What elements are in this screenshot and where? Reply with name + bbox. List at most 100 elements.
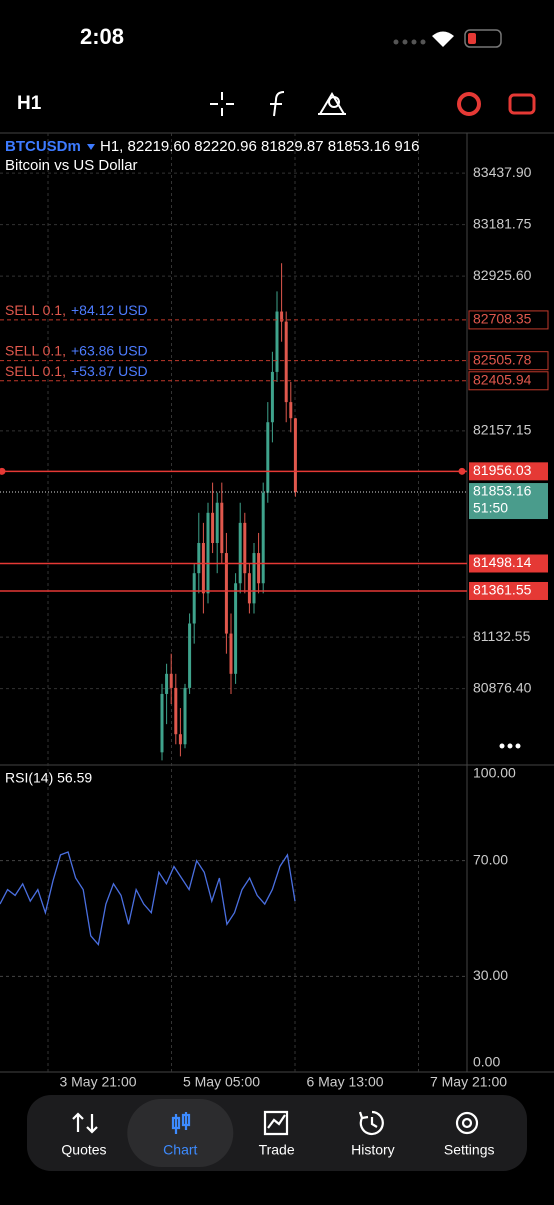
candle-body [211, 512, 215, 543]
candle-body [192, 573, 196, 624]
level-price-box [469, 581, 548, 600]
y-tick-label: 82157.15 [473, 422, 532, 438]
candle-body [252, 553, 256, 604]
y-tick-label: 83437.90 [473, 164, 532, 180]
candle-body [289, 402, 293, 419]
order-label: SELL 0.1, +63.86 USD [5, 342, 148, 358]
level-handle [458, 467, 466, 475]
candle-body [270, 371, 274, 423]
bar-timer: 51:50 [473, 500, 508, 516]
nav-icon [455, 1111, 479, 1135]
nav-active-pill [127, 1099, 234, 1167]
order-price-label: 82505.78 [473, 351, 532, 367]
candle-body [224, 553, 228, 634]
y-tick-label: 81132.55 [473, 628, 531, 644]
symbol-description: Bitcoin vs US Dollar [5, 157, 138, 174]
nav-icon [358, 1110, 384, 1136]
order-profit: +53.87 USD [71, 362, 148, 378]
rsi-tick-label: 70.00 [473, 851, 508, 867]
candle-body [284, 321, 288, 403]
nav-item[interactable]: History [351, 1110, 395, 1158]
candle-body [183, 687, 187, 745]
more-dots[interactable] [499, 743, 521, 749]
status-icons [393, 29, 502, 48]
order-price-label: 82405.94 [473, 371, 532, 387]
candle-body [275, 311, 279, 372]
candle-body [165, 673, 169, 694]
candle-body [160, 693, 164, 753]
symbol[interactable]: BTCUSDm [5, 138, 81, 155]
nav-icon [72, 1112, 98, 1134]
level-handle [0, 467, 6, 475]
candle-body [261, 492, 265, 584]
nav-items: Quotes Chart Trade History Settings [61, 1099, 494, 1167]
candle-body [229, 633, 233, 674]
x-tick-label: 6 May 13:00 [306, 1074, 383, 1090]
nav-label: History [351, 1142, 395, 1158]
level-price-label: 81956.03 [473, 462, 532, 478]
order-price-label: 82708.35 [473, 311, 532, 327]
candle-body [169, 673, 173, 688]
nav-label: Settings [444, 1142, 495, 1158]
candle-body [174, 687, 178, 735]
candle-body [234, 583, 238, 674]
rsi-title: RSI(14) 56.59 [5, 770, 92, 786]
candle-body [243, 522, 247, 574]
chart-area: 3 May 21:00 5 May 05:00 6 May 13:00 7 May 2… [0, 132, 554, 1090]
order-price-box [468, 351, 549, 371]
order-price-box [468, 310, 549, 330]
candle-body [220, 502, 224, 554]
nav-label: Chart [163, 1142, 197, 1158]
candle-body [280, 311, 284, 322]
candle-body [266, 422, 270, 493]
candle-body [257, 553, 261, 584]
nav-item[interactable]: Settings [444, 1111, 495, 1158]
candle-body [247, 573, 251, 604]
candle-body [215, 502, 219, 543]
order-side: SELL 0.1, [5, 362, 66, 378]
level-price-label: 81498.14 [473, 554, 532, 570]
candle-body [178, 734, 182, 745]
candle-body [238, 522, 242, 584]
x-tick-label: 3 May 21:00 [59, 1074, 136, 1090]
current-price-box [469, 483, 548, 520]
order-side: SELL 0.1, [5, 302, 66, 318]
toolbar-icons[interactable] [210, 91, 536, 117]
rsi-tick-label: 0.00 [473, 1054, 500, 1070]
level-price-box [469, 554, 548, 573]
order-price-box [468, 371, 549, 391]
x-tick-label: 7 May 21:00 [430, 1074, 507, 1090]
rsi-tick-label: 100.00 [473, 765, 516, 781]
nav-item[interactable]: Trade [259, 1110, 295, 1158]
rsi-tick-label: 30.00 [473, 967, 508, 983]
order-label: SELL 0.1, +53.87 USD [5, 362, 148, 378]
nav-icon [171, 1112, 191, 1134]
order-profit: +84.12 USD [71, 302, 148, 318]
symbol-caret[interactable] [87, 144, 95, 150]
ohlc-header: H1, 82219.60 82220.96 81829.87 81853.16 … [100, 138, 419, 155]
nav-label: Quotes [61, 1142, 106, 1158]
order-profit: +63.86 USD [71, 342, 148, 358]
nav-label: Trade [259, 1142, 295, 1158]
level-price-box [469, 462, 548, 481]
order-side: SELL 0.1, [5, 342, 66, 358]
candle-body [293, 418, 297, 493]
nav-item[interactable]: Chart [127, 1099, 234, 1167]
x-tick-label: 5 May 05:00 [183, 1074, 260, 1090]
level-price-label: 81361.55 [473, 582, 532, 598]
timeframe[interactable]: H1 [17, 93, 42, 114]
y-tick-label: 80876.40 [473, 679, 532, 695]
current-price-label: 81853.16 [473, 483, 532, 499]
candle-body [206, 512, 210, 594]
candle-body [188, 623, 192, 688]
nav-item[interactable]: Quotes [61, 1112, 107, 1158]
y-tick-label: 82925.60 [473, 267, 532, 283]
candle-body [197, 542, 201, 574]
rsi-line [0, 851, 296, 946]
y-tick-label: 83181.75 [473, 215, 532, 231]
nav-icon [263, 1110, 289, 1136]
order-label: SELL 0.1, +84.12 USD [5, 302, 148, 318]
